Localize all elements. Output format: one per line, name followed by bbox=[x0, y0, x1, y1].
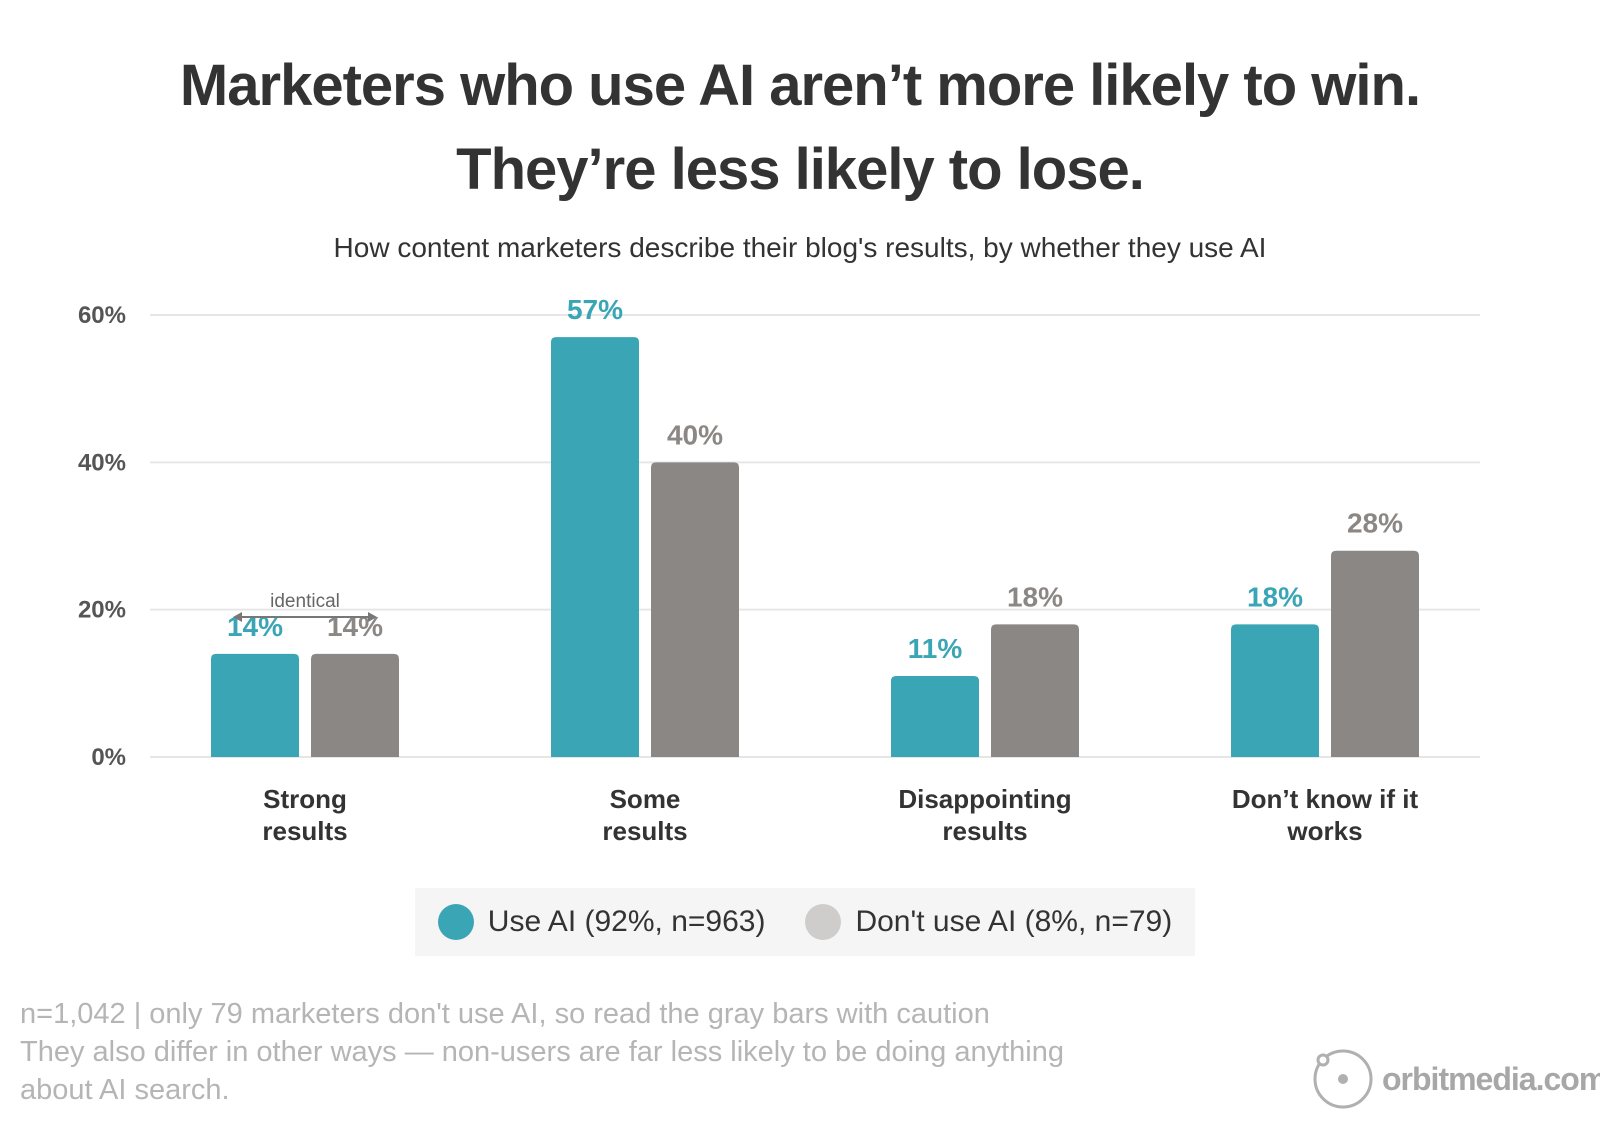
category-label: Don’t know if it works bbox=[1232, 784, 1419, 846]
category-label-line: Strong bbox=[263, 784, 347, 814]
y-tick-label: 0% bbox=[91, 744, 126, 771]
logo-text: orbitmedia.com bbox=[1382, 1060, 1600, 1097]
bar-use-ai bbox=[1231, 624, 1319, 757]
y-tick-label: 60% bbox=[78, 302, 126, 329]
data-label: 28% bbox=[1347, 508, 1403, 539]
legend-label-use-ai: Use AI (92%, n=963) bbox=[487, 905, 766, 938]
bar-use-ai bbox=[551, 337, 639, 757]
legend: Use AI (92%, n=963) Don't use AI (8%, n=… bbox=[415, 888, 1195, 956]
legend-item-dont-use-ai: Don't use AI (8%, n=79) bbox=[805, 904, 1172, 940]
annotation-label: identical bbox=[270, 591, 340, 612]
bar-use-ai bbox=[211, 653, 299, 757]
footnote-line-2: They also differ in other ways — non-use… bbox=[20, 1036, 1064, 1068]
category-label: Some results bbox=[602, 784, 687, 846]
data-label: 11% bbox=[908, 633, 963, 664]
category-label-line: Some bbox=[610, 784, 681, 814]
y-tick-label: 20% bbox=[78, 597, 126, 624]
bar-dont-use-ai bbox=[311, 653, 399, 757]
legend-swatch-dont-use-ai bbox=[805, 904, 842, 940]
title-line-1: Marketers who use AI aren’t more likely … bbox=[179, 53, 1421, 118]
legend-item-use-ai: Use AI (92%, n=963) bbox=[437, 904, 766, 940]
bar-dont-use-ai bbox=[1331, 550, 1419, 757]
legend-swatch-use-ai bbox=[437, 904, 474, 940]
category-label-line: Disappointing bbox=[898, 784, 1071, 814]
category-label: Disappointing results bbox=[898, 784, 1071, 846]
orbitmedia-logo[interactable]: orbitmedia.com bbox=[1312, 1048, 1600, 1110]
bar-use-ai bbox=[891, 675, 979, 757]
footnote: n=1,042 | only 79 marketers don't use AI… bbox=[20, 995, 1220, 1109]
category-label-line: results bbox=[262, 816, 347, 846]
category-label-line: works bbox=[1286, 816, 1362, 846]
category-label-line: Don’t know if it bbox=[1232, 784, 1419, 814]
chart-title: Marketers who use AI aren’t more likely … bbox=[0, 44, 1600, 212]
y-tick-label: 40% bbox=[78, 449, 126, 476]
data-label: 14% bbox=[227, 611, 283, 642]
legend-label-dont-use-ai: Don't use AI (8%, n=79) bbox=[855, 905, 1173, 938]
data-label: 14% bbox=[327, 611, 383, 642]
chart-subtitle: How content marketers describe their blo… bbox=[333, 232, 1267, 263]
annotation-arrowhead-right bbox=[368, 612, 377, 622]
annotation-arrowhead-left bbox=[233, 612, 242, 622]
footnote-line-1: n=1,042 | only 79 marketers don't use AI… bbox=[20, 998, 990, 1030]
data-label: 18% bbox=[1247, 581, 1303, 612]
category-label: Strong results bbox=[262, 784, 347, 846]
orbit-logo-icon bbox=[1313, 1049, 1373, 1109]
title-line-2: They’re less likely to lose. bbox=[456, 137, 1145, 202]
bar-dont-use-ai bbox=[991, 624, 1079, 757]
bar-dont-use-ai bbox=[651, 462, 739, 757]
category-label-line: results bbox=[602, 816, 687, 846]
category-label-line: results bbox=[942, 816, 1027, 846]
data-label: 57% bbox=[567, 294, 623, 325]
footnote-line-3: about AI search. bbox=[20, 1074, 230, 1106]
data-label: 40% bbox=[667, 419, 723, 450]
bar-chart: 0%20%40%60%14% 14%Strong results57%40%Some… bbox=[78, 294, 1480, 846]
data-label: 18% bbox=[1007, 581, 1063, 612]
